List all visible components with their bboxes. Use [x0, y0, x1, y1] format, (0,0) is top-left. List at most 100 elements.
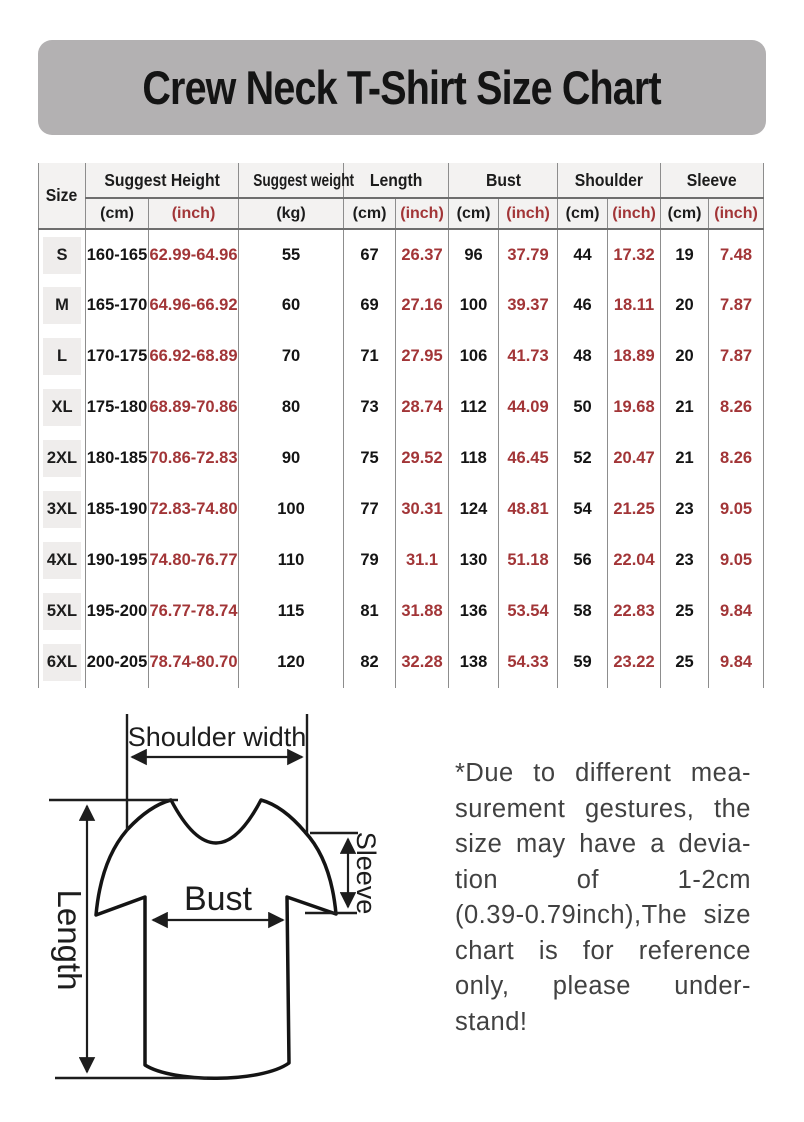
value-cell: 19: [660, 229, 710, 280]
column-header-suggest-height: Suggest Height: [85, 163, 239, 199]
value-cell: 50: [557, 382, 609, 433]
size-label: S: [43, 236, 81, 274]
value-cell: 20: [660, 280, 710, 331]
unit-inch-suggest-height: (inch): [148, 198, 239, 230]
value-cell: 71: [343, 331, 396, 382]
note-line: only, please under-: [455, 972, 751, 1000]
note-line: stand!: [455, 1007, 528, 1036]
value-cell: 31.88: [394, 586, 450, 637]
size-cell: 3XL: [38, 484, 86, 535]
unit-inch-length: (inch): [394, 198, 450, 230]
value-cell: 23.22: [607, 637, 662, 688]
title-banner: Crew Neck T-Shirt Size Chart: [38, 40, 766, 135]
table-row: 2XL 180-185 70.86-72.83 90 75 29.52 118 46.45 52…: [38, 433, 765, 484]
size-label: M: [43, 287, 81, 324]
value-cell: 78.74-80.70: [148, 637, 239, 688]
value-cell: 44.09: [498, 382, 559, 433]
value-cell: 7.48: [708, 229, 765, 280]
value-cell: 7.87: [708, 280, 765, 331]
value-cell: 9.05: [708, 484, 765, 535]
unit-inch-sleeve: (inch): [708, 198, 765, 230]
value-cell: 170-175: [85, 331, 149, 382]
value-cell: 73: [343, 382, 396, 433]
value-cell: 21.25: [607, 484, 662, 535]
value-cell: 58: [557, 586, 609, 637]
tshirt-outline-shape: [94, 798, 338, 1080]
value-cell: 39.37: [498, 280, 559, 331]
column-header-size: Size: [38, 163, 86, 230]
unit-cm-length: (cm): [343, 198, 396, 230]
table-row: S 160-165 62.99-64.96 55 67 26.37 96 37.79 44 17.…: [38, 229, 765, 280]
value-cell: 9.84: [708, 637, 765, 688]
column-header-suggest-weight: Suggest weight: [238, 163, 354, 199]
value-cell: 77: [343, 484, 396, 535]
value-cell: 74.80-76.77: [148, 535, 239, 586]
value-cell: 27.16: [394, 280, 450, 331]
value-cell: 60: [238, 280, 344, 331]
value-cell: 120: [238, 637, 344, 688]
bust-label: Bust: [184, 880, 253, 918]
size-cell: 2XL: [38, 433, 86, 484]
unit-cm-bust: (cm): [448, 198, 500, 230]
value-cell: 46: [557, 280, 609, 331]
value-cell: 66.92-68.89: [148, 331, 239, 382]
table-row: 3XL 185-190 72.83-74.80 100 77 30.31 124 48.81 5…: [38, 484, 765, 535]
value-cell: 110: [238, 535, 344, 586]
value-cell: 79: [343, 535, 396, 586]
value-cell: 138: [448, 637, 500, 688]
tshirt-measurement-diagram: Shoulder width Length Bust Sleeve: [49, 714, 381, 1080]
value-cell: 23: [660, 535, 710, 586]
value-cell: 130: [448, 535, 500, 586]
value-cell: 8.26: [708, 382, 765, 433]
value-cell: 41.73: [498, 331, 559, 382]
size-label: 5XL: [43, 593, 81, 630]
value-cell: 18.89: [607, 331, 662, 382]
value-cell: 9.05: [708, 535, 765, 586]
note-line: size may have a devia-: [455, 830, 751, 858]
value-cell: 44: [557, 229, 609, 280]
value-cell: 48: [557, 331, 609, 382]
value-cell: 69: [343, 280, 396, 331]
shoulder-width-label: Shoulder width: [128, 722, 307, 752]
value-cell: 8.26: [708, 433, 765, 484]
value-cell: 51.18: [498, 535, 559, 586]
value-cell: 56: [557, 535, 609, 586]
note-line: *Due to different mea-: [455, 759, 751, 787]
value-cell: 136: [448, 586, 500, 637]
value-cell: 90: [238, 433, 344, 484]
unit-cm-sleeve: (cm): [660, 198, 710, 230]
value-cell: 70: [238, 331, 344, 382]
value-cell: 54.33: [498, 637, 559, 688]
unit-cm-suggest-height: (cm): [85, 198, 149, 230]
unit-inch-shoulder: (inch): [607, 198, 662, 230]
value-cell: 165-170: [85, 280, 149, 331]
length-label: Length: [51, 890, 88, 991]
value-cell: 72.83-74.80: [148, 484, 239, 535]
table-row: 6XL 200-205 78.74-80.70 120 82 32.28 138 54.33 5…: [38, 637, 765, 688]
value-cell: 9.84: [708, 586, 765, 637]
value-cell: 59: [557, 637, 609, 688]
value-cell: 48.81: [498, 484, 559, 535]
value-cell: 27.95: [394, 331, 450, 382]
value-cell: 115: [238, 586, 344, 637]
value-cell: 53.54: [498, 586, 559, 637]
measurement-note: *Due to different mea-surement gestures,…: [455, 756, 751, 1040]
value-cell: 20.47: [607, 433, 662, 484]
size-cell: M: [38, 280, 86, 331]
value-cell: 32.28: [394, 637, 450, 688]
value-cell: 52: [557, 433, 609, 484]
value-cell: 68.89-70.86: [148, 382, 239, 433]
value-cell: 112: [448, 382, 500, 433]
value-cell: 76.77-78.74: [148, 586, 239, 637]
value-cell: 160-165: [85, 229, 149, 280]
column-header-shoulder: Shoulder: [557, 163, 662, 199]
value-cell: 106: [448, 331, 500, 382]
note-line: surement gestures, the: [455, 794, 751, 823]
size-label: L: [43, 338, 81, 375]
note-line: tion of 1-2cm: [455, 865, 751, 894]
value-cell: 26.37: [394, 229, 450, 280]
value-cell: 100: [448, 280, 500, 331]
value-cell: 20: [660, 331, 710, 382]
value-cell: 37.79: [498, 229, 559, 280]
